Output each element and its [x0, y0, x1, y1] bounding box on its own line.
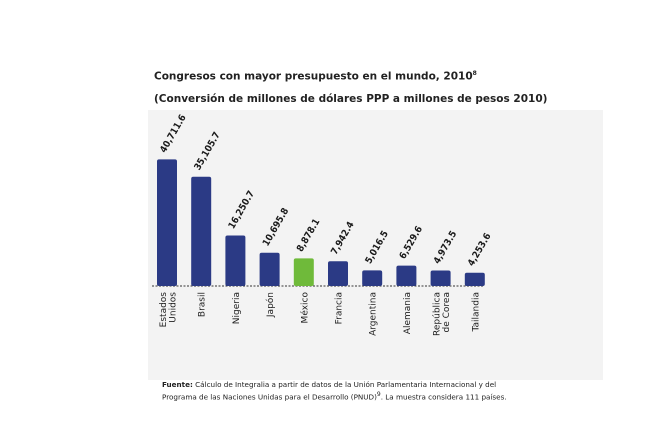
chart-subtitle: (Conversión de millones de dólares PPP a… [154, 93, 548, 105]
value-label-6: 5,016.5 [363, 229, 391, 266]
chart-panel [148, 110, 603, 380]
value-label-8: 4,973.5 [432, 229, 460, 266]
category-label-4: México [299, 292, 310, 324]
category-label-6: Argentina [369, 292, 379, 336]
category-label-5: Francia [335, 292, 345, 324]
bar-6 [362, 270, 383, 286]
category-label-2: Nigeria [232, 292, 242, 324]
chart-title: Congresos con mayor presupuesto en el mu… [154, 70, 477, 83]
value-label-1: 35,105.7 [192, 130, 223, 172]
category-label-9: Tailandia [471, 292, 481, 332]
bar-0 [157, 159, 177, 286]
bar-1 [191, 176, 212, 286]
category-label-0-1: Unidos [168, 292, 178, 323]
value-label-9: 4,253.6 [466, 231, 494, 268]
bar-9 [464, 272, 485, 286]
category-label-0-0: Estados [159, 292, 169, 328]
bar-7 [396, 265, 417, 286]
bar-8 [430, 270, 451, 286]
bar-5 [328, 261, 348, 286]
bar-4 [293, 258, 314, 286]
value-label-5: 7,942.4 [329, 220, 357, 257]
bar-3 [259, 252, 280, 286]
category-label-3: Japón [265, 292, 276, 318]
value-label-2: 16,250.7 [226, 189, 257, 231]
bar-2 [225, 235, 246, 286]
category-label-8-1: de Corea [442, 292, 452, 332]
value-label-0: 40,711.6 [158, 113, 189, 155]
value-label-3: 10,695.8 [261, 206, 292, 248]
source-note: Fuente: Cálculo de Integralia a partir d… [162, 380, 507, 402]
value-label-4: 8,878.1 [295, 217, 323, 254]
category-label-7: Alemania [403, 292, 413, 334]
category-label-1: Brasil [198, 292, 208, 317]
value-label-7: 6,529.6 [397, 224, 425, 261]
category-label-8-0: República [432, 292, 442, 336]
